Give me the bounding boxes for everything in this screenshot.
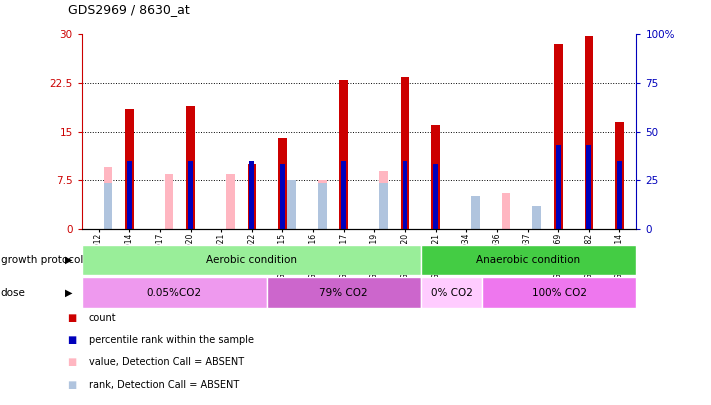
Bar <box>186 106 195 229</box>
Text: 100% CO2: 100% CO2 <box>532 288 587 298</box>
Bar <box>318 183 326 229</box>
Bar <box>339 80 348 229</box>
Text: ■: ■ <box>68 358 77 367</box>
Bar <box>104 167 112 229</box>
Bar <box>127 161 132 229</box>
Text: Aerobic condition: Aerobic condition <box>205 255 296 265</box>
Bar <box>471 206 480 229</box>
Bar <box>502 193 510 229</box>
Bar <box>247 164 256 229</box>
Bar <box>584 36 593 229</box>
Bar <box>82 277 267 308</box>
Text: percentile rank within the sample: percentile rank within the sample <box>89 335 254 345</box>
Text: ▶: ▶ <box>65 288 73 298</box>
Bar <box>554 44 562 229</box>
Text: value, Detection Call = ABSENT: value, Detection Call = ABSENT <box>89 358 244 367</box>
Text: Anaerobic condition: Anaerobic condition <box>476 255 581 265</box>
Bar <box>280 164 285 229</box>
Bar <box>379 171 388 229</box>
Bar <box>318 180 326 229</box>
Bar <box>482 277 636 308</box>
Bar <box>165 174 173 229</box>
Bar <box>402 161 407 229</box>
Bar <box>379 183 388 229</box>
Bar <box>617 161 622 229</box>
Bar <box>471 196 480 229</box>
Bar <box>188 161 193 229</box>
Text: 0% CO2: 0% CO2 <box>431 288 472 298</box>
Bar <box>125 109 134 229</box>
Text: ■: ■ <box>68 380 77 390</box>
Text: ▶: ▶ <box>65 255 73 265</box>
Text: GDS2969 / 8630_at: GDS2969 / 8630_at <box>68 3 189 16</box>
Bar <box>421 277 482 308</box>
Bar <box>287 180 296 229</box>
Bar <box>104 183 112 229</box>
Text: ■: ■ <box>68 335 77 345</box>
Text: growth protocol: growth protocol <box>1 255 83 265</box>
Bar <box>533 206 541 229</box>
Text: 0.05%CO2: 0.05%CO2 <box>146 288 202 298</box>
Bar <box>587 145 592 229</box>
Bar <box>432 125 440 229</box>
Text: count: count <box>89 313 117 323</box>
Bar <box>533 219 541 229</box>
Bar <box>226 174 235 229</box>
Text: ■: ■ <box>68 313 77 323</box>
Bar <box>421 245 636 275</box>
Bar <box>82 245 421 275</box>
Text: rank, Detection Call = ABSENT: rank, Detection Call = ABSENT <box>89 380 239 390</box>
Text: dose: dose <box>1 288 26 298</box>
Bar <box>341 161 346 229</box>
Bar <box>433 164 438 229</box>
Bar <box>615 122 624 229</box>
Bar <box>401 77 410 229</box>
Bar <box>250 161 254 229</box>
Text: 79% CO2: 79% CO2 <box>319 288 368 298</box>
Bar <box>267 277 421 308</box>
Bar <box>278 138 287 229</box>
Bar <box>556 145 560 229</box>
